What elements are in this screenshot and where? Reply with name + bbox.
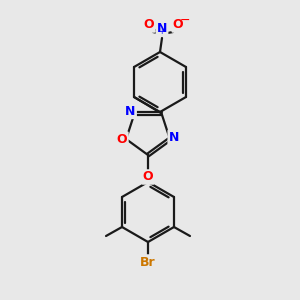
Text: N: N — [169, 130, 179, 144]
Text: N: N — [157, 22, 167, 34]
Text: +: + — [158, 28, 164, 37]
Text: Br: Br — [140, 256, 156, 268]
Text: O: O — [144, 19, 154, 32]
Text: O: O — [143, 170, 153, 184]
Text: O: O — [173, 19, 183, 32]
Text: O: O — [117, 133, 128, 146]
Text: −: − — [180, 14, 190, 26]
Text: N: N — [125, 105, 136, 118]
